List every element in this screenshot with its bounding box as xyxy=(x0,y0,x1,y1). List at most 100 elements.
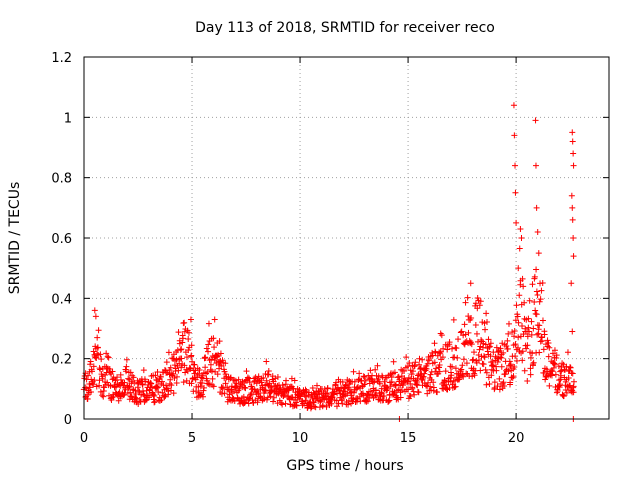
data-point xyxy=(90,381,97,388)
data-point xyxy=(218,362,225,369)
data-point xyxy=(185,347,192,354)
data-point xyxy=(511,132,518,139)
data-point xyxy=(210,335,217,342)
data-point xyxy=(388,378,395,385)
data-point xyxy=(237,382,244,389)
chart-title: Day 113 of 2018, SRMTID for receiver rec… xyxy=(195,20,495,36)
data-point xyxy=(123,363,130,370)
data-point xyxy=(127,369,134,376)
data-point xyxy=(476,302,483,309)
data-point xyxy=(384,385,391,392)
data-point xyxy=(104,379,111,386)
data-point xyxy=(146,394,153,401)
data-point xyxy=(310,399,317,406)
data-point xyxy=(181,362,188,369)
data-point xyxy=(463,370,470,377)
data-point xyxy=(546,382,553,389)
data-point xyxy=(235,376,242,383)
data-point xyxy=(107,382,114,389)
data-point xyxy=(423,365,430,372)
data-point xyxy=(385,398,392,405)
data-point xyxy=(305,392,312,399)
data-point xyxy=(465,329,472,336)
data-point xyxy=(261,395,268,402)
data-point xyxy=(449,363,456,370)
data-point xyxy=(496,386,503,393)
data-point xyxy=(494,358,501,365)
data-point xyxy=(398,387,405,394)
data-point xyxy=(294,396,301,403)
data-point xyxy=(521,367,528,374)
data-point xyxy=(203,345,210,352)
data-point xyxy=(178,364,185,371)
data-point xyxy=(178,355,185,362)
data-point xyxy=(401,368,408,375)
data-point xyxy=(529,350,536,357)
data-point xyxy=(209,375,216,382)
data-point xyxy=(111,384,118,391)
data-point xyxy=(188,380,195,387)
data-point xyxy=(86,381,93,388)
data-point xyxy=(439,354,446,361)
data-point xyxy=(293,402,300,409)
data-point xyxy=(311,403,318,410)
data-point xyxy=(414,382,421,389)
data-point xyxy=(242,385,249,392)
data-point xyxy=(92,354,99,361)
data-point xyxy=(569,370,576,377)
data-point xyxy=(559,392,566,399)
data-point xyxy=(569,138,576,145)
data-point xyxy=(122,386,129,393)
data-point xyxy=(361,374,368,381)
data-point xyxy=(247,391,254,398)
data-point xyxy=(87,389,94,396)
data-point xyxy=(89,368,96,375)
data-point xyxy=(524,378,531,385)
data-point xyxy=(425,379,432,386)
data-point xyxy=(102,372,109,379)
data-point xyxy=(460,356,467,363)
data-point xyxy=(351,389,358,396)
data-point xyxy=(411,363,418,370)
data-point xyxy=(338,384,345,391)
data-point xyxy=(462,339,469,346)
data-point xyxy=(246,375,253,382)
data-point xyxy=(526,328,533,335)
data-point xyxy=(539,317,546,324)
data-point xyxy=(263,377,270,384)
data-point xyxy=(567,364,574,371)
data-point xyxy=(420,373,427,380)
data-point xyxy=(471,372,478,379)
data-point xyxy=(173,373,180,380)
data-point xyxy=(556,381,563,388)
data-point xyxy=(570,389,577,396)
data-point xyxy=(175,329,182,336)
data-point xyxy=(524,333,531,340)
data-point xyxy=(409,368,416,375)
data-point xyxy=(386,397,393,404)
data-point xyxy=(139,381,146,388)
data-point xyxy=(205,341,212,348)
data-point xyxy=(458,328,465,335)
data-point xyxy=(196,370,203,377)
data-point xyxy=(473,330,480,337)
data-point xyxy=(317,398,324,405)
data-point xyxy=(527,354,534,361)
data-point xyxy=(114,374,121,381)
data-point xyxy=(217,350,224,357)
data-point xyxy=(429,352,436,359)
data-point xyxy=(403,354,410,361)
data-point xyxy=(100,393,107,400)
data-point xyxy=(416,361,423,368)
data-point xyxy=(138,391,145,398)
data-point xyxy=(527,371,534,378)
data-point xyxy=(505,320,512,327)
data-point xyxy=(270,378,277,385)
data-point xyxy=(187,316,194,323)
data-point xyxy=(528,331,535,338)
data-point xyxy=(452,377,459,384)
data-point xyxy=(364,398,371,405)
data-point xyxy=(104,353,111,360)
data-point xyxy=(567,364,574,371)
data-point xyxy=(222,380,229,387)
